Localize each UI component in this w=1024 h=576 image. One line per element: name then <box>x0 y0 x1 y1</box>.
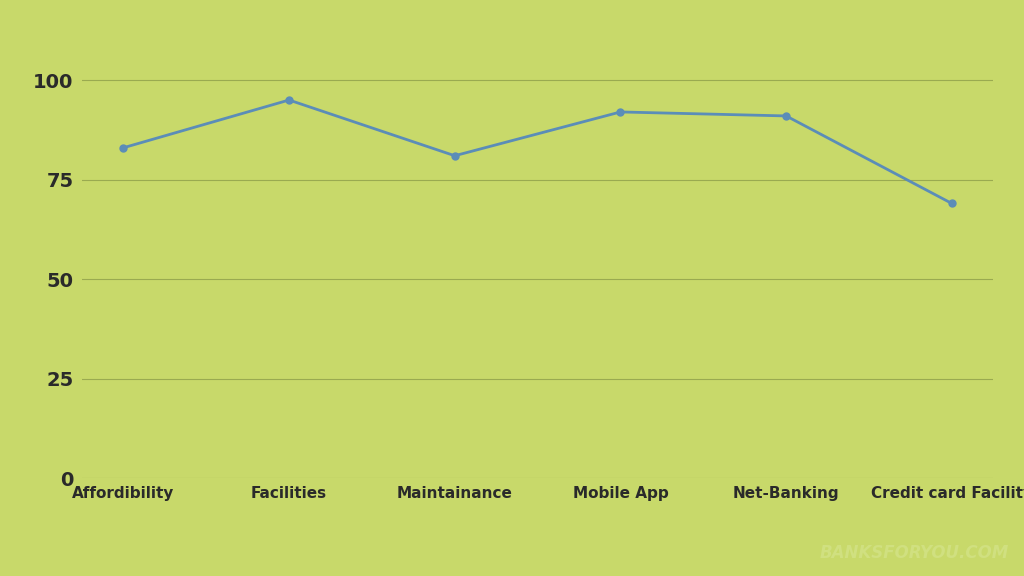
Text: BANKSFORYOU.COM: BANKSFORYOU.COM <box>819 544 1009 562</box>
